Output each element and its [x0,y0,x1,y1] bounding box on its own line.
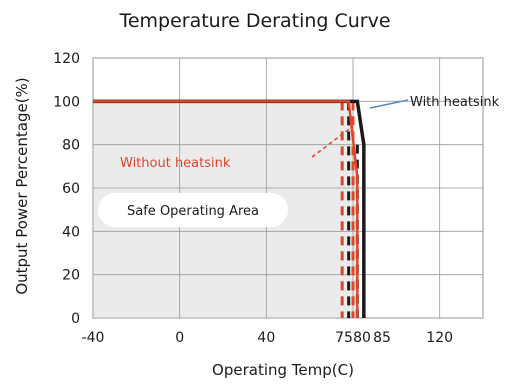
y-tick-label-2: 40 [62,224,80,240]
x-tick-label-0: -40 [82,330,105,346]
x-axis-label: Operating Temp(C) [212,361,354,379]
y-tick-label-1: 20 [62,268,80,284]
y-tick-label-0: 0 [71,311,80,327]
with-heatsink-label: With heatsink [410,95,500,110]
safe-area-label: Safe Operating Area [127,204,259,219]
without-heatsink-label: Without heatsink [120,156,231,171]
y-tick-label-4: 80 [62,138,80,154]
safe-area-label-bg [98,193,288,227]
y-tick-label-3: 60 [62,181,80,197]
x-tick-label-1: 0 [175,330,184,346]
series-line-1 [93,100,359,318]
x-tick-label-4: 80 [353,330,371,346]
y-tick-label-5: 100 [53,94,80,110]
x-tick-label-5: 85 [373,330,391,346]
y-tick-label-6: 120 [53,51,80,67]
x-tick-label-6: 120 [426,330,453,346]
x-tick-label-2: 40 [257,330,275,346]
x-tick-label-3: 75 [335,330,353,346]
chart-title: Temperature Derating Curve [118,10,390,32]
with-heatsink-pointer [369,99,409,109]
without-heatsink-pointer [311,126,353,158]
y-axis-label: Output Power Percentage(%) [13,77,31,294]
